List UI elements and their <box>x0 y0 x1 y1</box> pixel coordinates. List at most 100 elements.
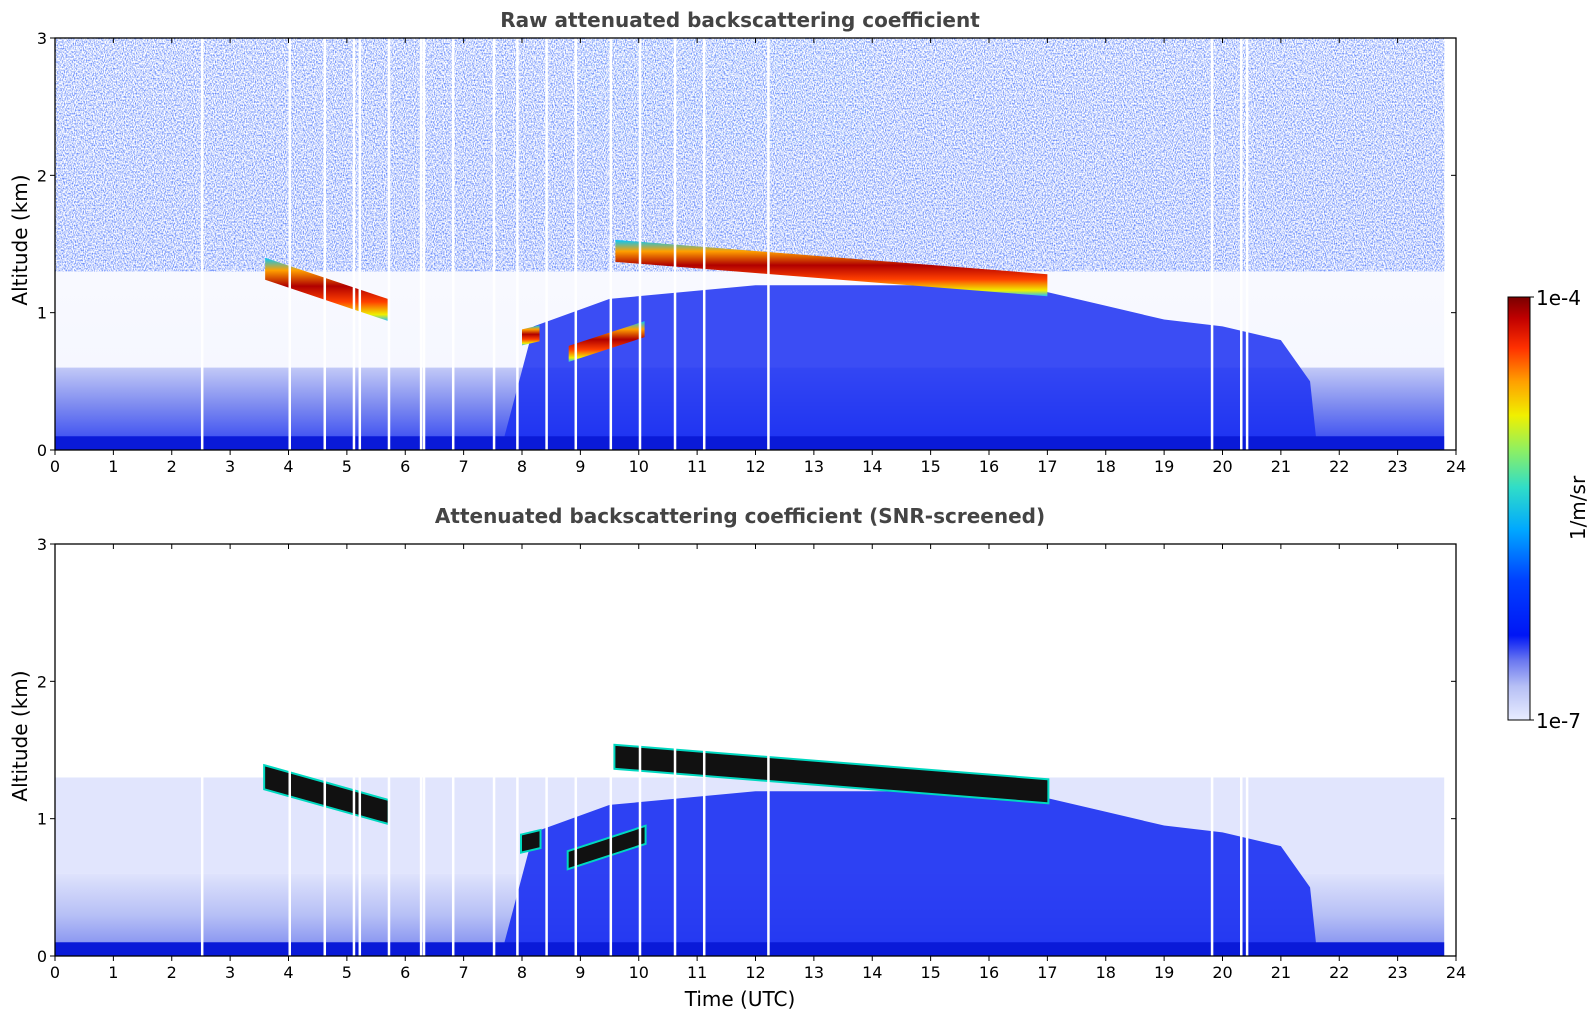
data-gap <box>200 544 204 956</box>
data-gap <box>419 38 423 450</box>
x-tick-label: 2 <box>167 457 177 476</box>
no-data-tail <box>1444 38 1456 450</box>
data-gap <box>492 38 496 450</box>
x-tick-label: 6 <box>400 963 410 982</box>
data-gap <box>1245 544 1249 956</box>
data-gap <box>387 38 391 450</box>
data-gap <box>358 38 362 450</box>
x-tick-label: 4 <box>283 457 293 476</box>
data-gap <box>767 544 770 956</box>
x-tick-label: 20 <box>1212 457 1232 476</box>
aerosol-layer <box>504 791 1316 956</box>
x-tick-label: 15 <box>920 963 940 982</box>
data-gap <box>451 544 455 956</box>
x-tick-label: 14 <box>862 963 882 982</box>
data-gap <box>1245 38 1249 450</box>
x-tick-label: 23 <box>1387 457 1407 476</box>
y-tick-label: 2 <box>37 672 47 691</box>
x-tick-label: 1 <box>108 457 118 476</box>
y-tick-label: 3 <box>37 535 47 554</box>
data-gap <box>358 544 362 956</box>
x-tick-label: 15 <box>920 457 940 476</box>
x-tick-label: 19 <box>1154 963 1174 982</box>
y-tick-label: 3 <box>37 29 47 48</box>
x-tick-label: 17 <box>1037 963 1057 982</box>
data-gap <box>352 38 356 450</box>
x-tick-label: 13 <box>804 457 824 476</box>
data-gap <box>609 544 613 956</box>
cloud-layer <box>265 257 388 321</box>
x-tick-label: 4 <box>283 963 293 982</box>
y-tick-label: 0 <box>37 441 47 460</box>
x-tick-label: 14 <box>862 457 882 476</box>
data-gap <box>323 38 327 450</box>
cloud-layer <box>615 745 1048 803</box>
data-gap <box>545 544 548 956</box>
data-gap <box>673 544 677 956</box>
x-tick-label: 21 <box>1271 963 1291 982</box>
y-tick-label: 2 <box>37 166 47 185</box>
data-gap <box>387 544 391 956</box>
data-gap <box>451 38 455 450</box>
panel-2-y-axis: 0 1 2 3 <box>37 535 1456 966</box>
data-gap <box>1240 544 1243 956</box>
x-tick-label: 10 <box>629 963 649 982</box>
x-tick-label: 2 <box>167 963 177 982</box>
x-tick-label: 21 <box>1271 457 1291 476</box>
x-tick-label: 0 <box>50 963 60 982</box>
data-gap <box>352 544 356 956</box>
data-gap <box>422 38 426 450</box>
x-tick-label: 3 <box>225 457 235 476</box>
x-tick-label: 6 <box>400 457 410 476</box>
data-gap <box>516 544 519 956</box>
data-gap <box>702 544 706 956</box>
x-tick-label: 22 <box>1329 963 1349 982</box>
x-tick-label: 13 <box>804 963 824 982</box>
data-gap <box>673 38 677 450</box>
data-gap <box>1210 544 1214 956</box>
data-gap <box>422 544 426 956</box>
panel-2-x-axis: 0 1 2 3 4 5 6 7 8 9 10 11 12 13 14 15 16 17 18 19 20 21 22 23 24 <box>50 544 1466 982</box>
y-tick-label: 0 <box>37 947 47 966</box>
x-tick-label: 16 <box>979 963 999 982</box>
cloud-layer <box>568 321 645 362</box>
no-data-tail <box>1444 544 1456 956</box>
data-gap <box>574 38 578 450</box>
x-tick-label: 3 <box>225 963 235 982</box>
noise-field-cyan <box>580 38 873 148</box>
x-tick-label: 5 <box>342 457 352 476</box>
surface-layer <box>55 942 1445 956</box>
x-tick-label: 11 <box>687 963 707 982</box>
x-tick-label: 9 <box>575 457 585 476</box>
x-tick-label: 0 <box>50 457 60 476</box>
x-tick-label: 18 <box>1096 963 1116 982</box>
colorbar-gradient <box>1507 296 1531 721</box>
data-gap <box>767 38 770 450</box>
x-tick-label: 18 <box>1096 457 1116 476</box>
x-tick-label: 23 <box>1387 963 1407 982</box>
panel-2-y-label: Altitude (km) <box>8 670 32 801</box>
x-tick-label: 17 <box>1037 457 1057 476</box>
panel-1-y-axis: 0 1 2 3 <box>37 29 1456 460</box>
raw-backscatter-panel: Raw attenuated backscattering coefficien… <box>8 8 1466 476</box>
x-tick-label: 9 <box>575 963 585 982</box>
data-gap <box>1240 38 1243 450</box>
colorbar-max-label: 1e-4 <box>1536 286 1581 310</box>
x-tick-label: 7 <box>459 963 469 982</box>
data-gap <box>545 38 548 450</box>
aerosol-layer <box>504 285 1316 450</box>
x-tick-label: 19 <box>1154 457 1174 476</box>
data-gap <box>492 544 496 956</box>
x-tick-label: 12 <box>745 457 765 476</box>
colorbar-min-label: 1e-7 <box>1536 709 1581 733</box>
panel-1-heatmap <box>55 38 1456 450</box>
panel-2-title: Attenuated backscattering coefficient (S… <box>435 504 1045 528</box>
data-gap <box>638 544 642 956</box>
data-gap <box>200 38 204 450</box>
colorbar: 1e-4 1e-7 1/m/sr <box>1507 286 1590 733</box>
x-tick-label: 16 <box>979 457 999 476</box>
data-gap <box>638 38 642 450</box>
x-tick-label: 11 <box>687 457 707 476</box>
data-gap <box>574 544 578 956</box>
cloud-layer <box>265 766 388 823</box>
